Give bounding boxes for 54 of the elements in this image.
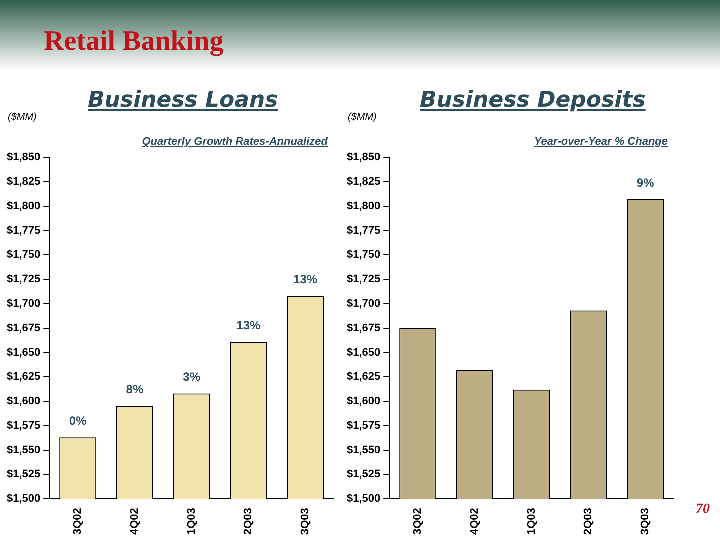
y-axis-title: ($MM) bbox=[8, 112, 37, 123]
x-tick-label: 3Q02 bbox=[412, 508, 424, 536]
y-tick-label: $1,500 bbox=[6, 493, 41, 506]
x-tick-label: 4Q02 bbox=[468, 508, 481, 536]
y-tick-label: $1,725 bbox=[6, 274, 41, 286]
annotation: 13% bbox=[294, 272, 318, 286]
y-tick-label: $1,650 bbox=[346, 346, 381, 359]
y-axis-title: ($MM) bbox=[348, 112, 377, 123]
x-tick-label: 4Q02 bbox=[128, 508, 141, 536]
y-tick-label: $1,600 bbox=[346, 396, 381, 408]
y-tick-label: $1,775 bbox=[346, 224, 381, 237]
y-tick-label: $1,800 bbox=[6, 200, 41, 212]
y-tick-label: $1,700 bbox=[346, 298, 381, 310]
x-tick-label: 3Q03 bbox=[640, 508, 652, 536]
annotation: 9% bbox=[636, 176, 655, 190]
y-tick-label: $1,550 bbox=[346, 444, 381, 456]
y-tick-label: $1,575 bbox=[346, 420, 381, 432]
y-tick-label: $1,525 bbox=[6, 468, 41, 481]
y-tick-label: $1,675 bbox=[6, 322, 41, 334]
chart-subtitle: Year-over-Year % Change bbox=[534, 136, 668, 148]
annotation: 8% bbox=[126, 382, 144, 397]
y-tick-label: $1,550 bbox=[6, 444, 41, 456]
text: Retail Banking bbox=[44, 26, 224, 58]
chart-title: Business Loans bbox=[88, 88, 278, 113]
y-tick-label: $1,525 bbox=[346, 468, 381, 481]
y-tick-label: $1,850 bbox=[346, 152, 381, 164]
y-tick-label: $1,800 bbox=[346, 200, 381, 212]
y-tick-label: $1,600 bbox=[6, 396, 41, 408]
y-tick-label: $1,825 bbox=[346, 176, 381, 188]
x-tick-label: 3Q02 bbox=[72, 508, 84, 536]
y-tick-label: $1,575 bbox=[6, 420, 41, 432]
chart-title: Business Deposits bbox=[420, 88, 646, 113]
y-tick-label: $1,750 bbox=[346, 249, 381, 262]
y-tick-label: $1,775 bbox=[6, 224, 41, 237]
x-tick-label: 2Q03 bbox=[242, 508, 255, 536]
y-tick-label: $1,750 bbox=[6, 249, 41, 262]
y-tick-label: $1,725 bbox=[346, 274, 381, 286]
y-tick-label: $1,850 bbox=[6, 152, 41, 164]
y-tick-label: $1,700 bbox=[6, 298, 41, 310]
y-tick-label: $1,625 bbox=[346, 371, 381, 384]
y-tick-label: $1,825 bbox=[6, 176, 41, 188]
text: 70 bbox=[696, 502, 710, 518]
x-tick-label: 1Q03 bbox=[526, 508, 538, 536]
annotation: 13% bbox=[236, 318, 262, 332]
annotation: 0% bbox=[69, 414, 88, 428]
y-tick-label: $1,675 bbox=[346, 322, 381, 334]
x-tick-label: 3Q03 bbox=[300, 508, 312, 536]
y-tick-label: $1,500 bbox=[346, 493, 381, 506]
chart-subtitle: Quarterly Growth Rates-Annualized bbox=[142, 136, 328, 148]
x-tick-label: 2Q03 bbox=[582, 508, 595, 536]
x-tick-label: 1Q03 bbox=[186, 508, 198, 536]
annotation: 3% bbox=[183, 370, 201, 384]
y-tick-label: $1,625 bbox=[6, 371, 41, 384]
y-tick-label: $1,650 bbox=[6, 346, 41, 359]
